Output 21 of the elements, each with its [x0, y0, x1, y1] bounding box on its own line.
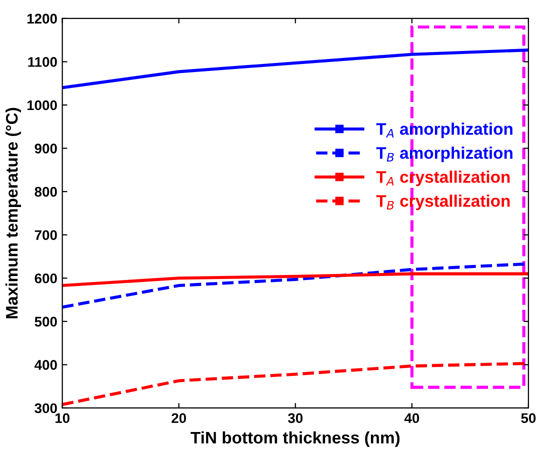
line-series — [62, 48, 528, 90]
y-tick-label: 300 — [34, 403, 57, 414]
x-tick-label: 30 — [288, 413, 303, 424]
x-tick-label: 10 — [55, 413, 70, 424]
y-tick-label: 1200 — [27, 14, 57, 24]
x-tick-label: 40 — [404, 413, 420, 424]
y-tick-label: 900 — [34, 144, 57, 154]
x-tick-label: 50 — [521, 413, 536, 424]
y-tick-label: 400 — [34, 360, 57, 370]
y-axis-title: Maximum temperature (°C) — [5, 108, 22, 318]
y-tick-label: 500 — [34, 316, 57, 327]
x-tick-label: 20 — [172, 413, 186, 424]
x-axis-title: TiN bottom thickness (nm) — [190, 431, 400, 447]
legend-label: T$_{B}$ crystallization — [376, 194, 510, 210]
y-tick-label: 1100 — [28, 57, 57, 67]
y-tick-label: 700 — [34, 230, 57, 240]
line-series — [62, 272, 528, 288]
y-tick-label: 800 — [34, 186, 57, 197]
legend-label: T$_{B}$ amorphization — [376, 146, 512, 162]
y-tick-label: 1000 — [27, 100, 57, 110]
y-tick-label: 600 — [34, 273, 57, 284]
